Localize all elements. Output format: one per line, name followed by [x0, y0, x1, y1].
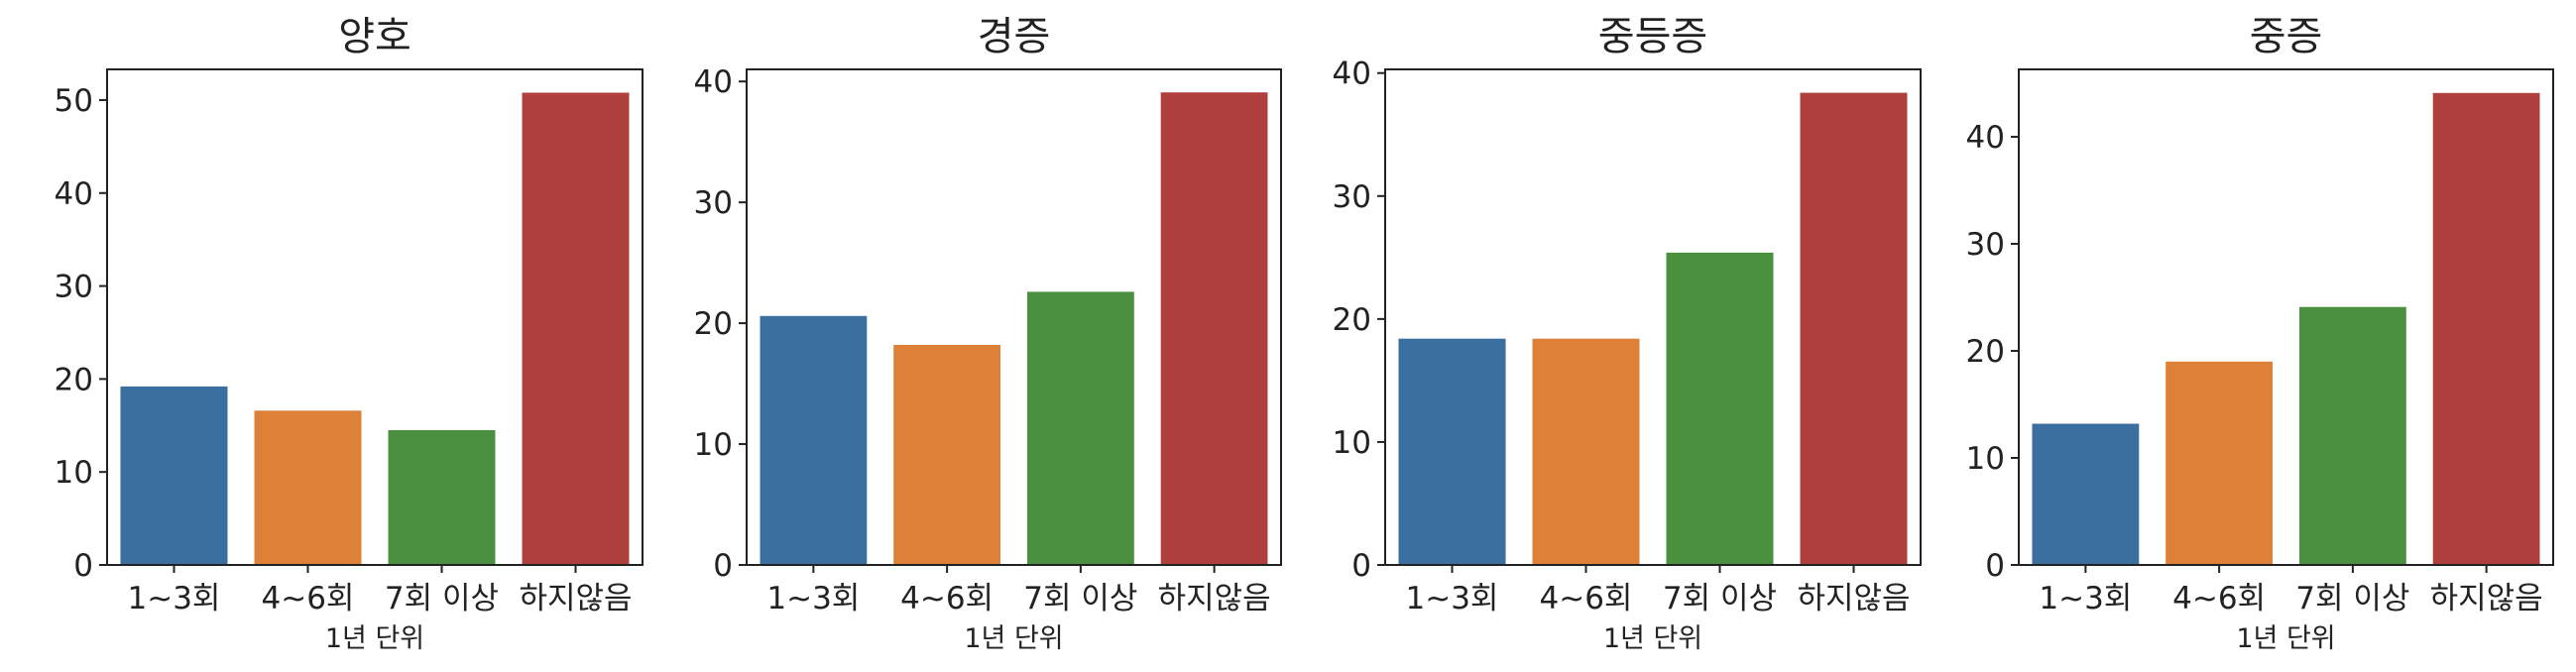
x-axis-label: 1년 단위 — [325, 623, 424, 654]
chart-title: 경증 — [978, 14, 1051, 59]
bar — [2432, 92, 2540, 566]
y-tick-label: 40 — [1966, 120, 2005, 156]
bar — [2166, 361, 2273, 565]
y-tick-label: 30 — [1966, 227, 2005, 263]
y-tick-label: 40 — [55, 176, 93, 212]
y-tick-label: 20 — [55, 362, 93, 397]
x-tick-label: 1~3회 — [128, 581, 221, 616]
y-tick-label: 30 — [694, 185, 733, 221]
bar — [760, 315, 868, 565]
y-tick-label: 40 — [694, 64, 733, 100]
bar — [1027, 291, 1134, 565]
bar — [1532, 338, 1640, 565]
chart-title: 양호 — [338, 14, 411, 59]
axes-frame — [2018, 68, 2554, 566]
bar — [1160, 92, 1268, 565]
x-tick-label: 하지않음 — [1797, 581, 1910, 616]
x-tick-label: 7회 이상 — [1663, 581, 1777, 616]
y-tick-label: 10 — [1333, 425, 1371, 461]
bar — [1666, 252, 1774, 565]
y-tick-label: 20 — [694, 306, 733, 342]
y-tick-label: 30 — [55, 270, 93, 305]
x-tick-label: 하지않음 — [2430, 581, 2543, 616]
x-tick-label: 4~6회 — [900, 581, 994, 616]
y-tick-label: 0 — [73, 548, 93, 584]
x-tick-label: 1~3회 — [2039, 581, 2132, 616]
bar — [2299, 306, 2406, 565]
x-tick-label: 1~3회 — [766, 581, 860, 616]
x-tick-label: 4~6회 — [262, 581, 355, 616]
y-tick-label: 10 — [694, 427, 733, 463]
x-axis-label: 1년 단위 — [2236, 623, 2335, 654]
x-tick-label: 하지않음 — [519, 581, 632, 616]
axes-frame — [106, 68, 644, 566]
chart-panel: 0 10 20 30 40 1~3회 4~6회 7회 이상 하지않음 1년 단위 경증 — [694, 14, 1282, 654]
y-tick-label: 20 — [1966, 334, 2005, 370]
bar — [893, 345, 1000, 565]
x-tick-label: 7회 이상 — [385, 581, 499, 616]
x-axis-label: 1년 단위 — [1603, 623, 1702, 654]
x-tick-label: 하지않음 — [1158, 581, 1271, 616]
chart-panel: 0 10 20 30 40 1~3회 4~6회 7회 이상 하지않음 1년 단위 중증 — [1966, 14, 2554, 654]
y-tick-label: 10 — [1966, 441, 2005, 477]
x-tick-label: 7회 이상 — [1023, 581, 1137, 616]
x-tick-label: 1~3회 — [1406, 581, 1499, 616]
x-axis-label: 1년 단위 — [964, 623, 1063, 654]
axes-frame — [746, 68, 1282, 566]
chart-title: 중등증 — [1598, 14, 1707, 59]
x-tick-label: 4~6회 — [2172, 581, 2266, 616]
y-tick-label: 40 — [1333, 56, 1371, 92]
bar — [1800, 92, 1908, 565]
y-tick-label: 0 — [1985, 548, 2005, 584]
bar — [388, 430, 496, 565]
y-tick-label: 50 — [55, 83, 93, 119]
x-tick-label: 4~6회 — [1540, 581, 1633, 616]
bar — [2032, 423, 2140, 565]
chart-panel: 0 10 20 30 40 1~3회 4~6회 7회 이상 하지않음 1년 단위 중등증 — [1333, 14, 1922, 654]
bar — [254, 410, 362, 565]
bar — [1398, 338, 1506, 565]
bar — [522, 92, 630, 565]
y-tick-label: 30 — [1333, 179, 1371, 215]
x-tick-label: 7회 이상 — [2295, 581, 2409, 616]
y-tick-label: 0 — [713, 548, 733, 584]
chart-panel: 0 10 20 30 40 50 1~3회 4~6회 7회 이상 하지않음 1년 단위 양호 — [55, 14, 644, 654]
y-tick-label: 20 — [1333, 302, 1371, 338]
bar — [120, 386, 228, 565]
chart-title: 중증 — [2250, 14, 2323, 59]
y-tick-label: 0 — [1351, 548, 1371, 584]
y-tick-label: 10 — [55, 455, 93, 491]
axes-frame — [1384, 68, 1922, 566]
